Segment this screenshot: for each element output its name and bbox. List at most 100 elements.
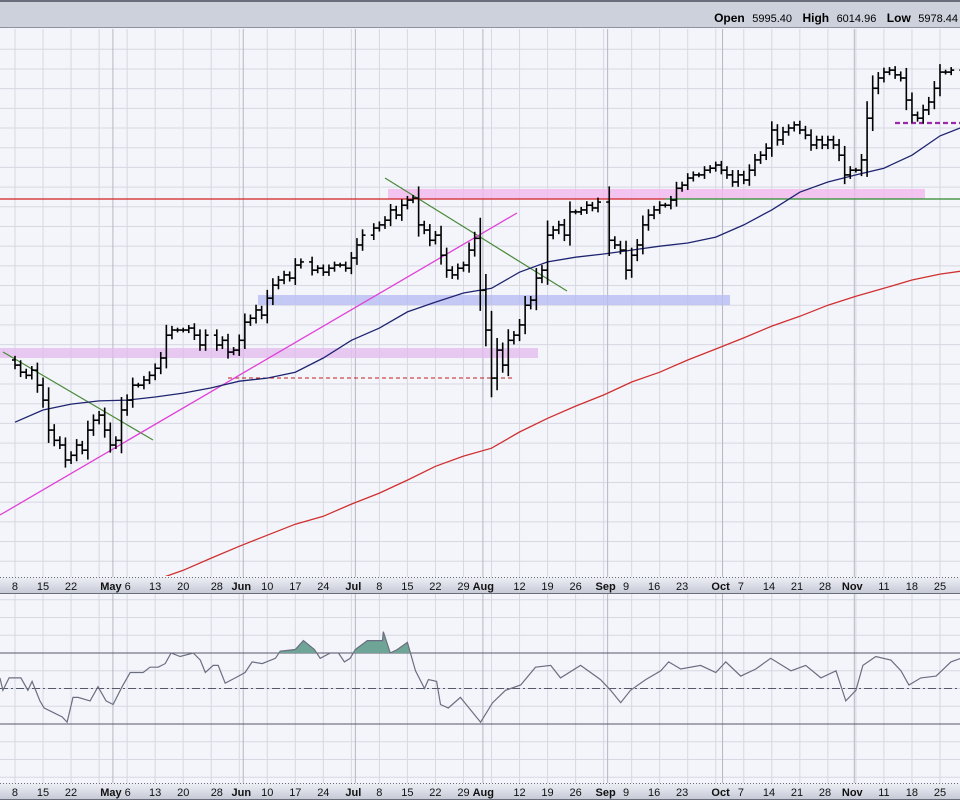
price-bar: [813, 135, 820, 150]
price-bar: [869, 75, 876, 132]
uptrend-line: [0, 212, 518, 516]
day-tick-label: 8: [376, 787, 382, 799]
price-bar: [942, 69, 949, 75]
day-tick-label: 22: [429, 581, 441, 593]
day-tick-label: 15: [37, 581, 49, 593]
day-tick-label: 7: [738, 787, 744, 799]
price-bar: [40, 377, 47, 408]
day-tick-label: 26: [570, 787, 582, 799]
day-tick-label: 9: [623, 787, 629, 799]
day-tick-label: 28: [211, 787, 223, 799]
price-bar: [415, 186, 422, 237]
price-bar: [292, 258, 299, 285]
price-bar: [897, 71, 904, 82]
price-bar: [852, 167, 859, 173]
price-bar: [914, 111, 921, 122]
day-tick-label: 8: [12, 787, 18, 799]
price-bar: [785, 124, 792, 136]
day-tick-label: 23: [676, 581, 688, 593]
price-bar: [247, 314, 254, 326]
price-bar: [740, 170, 747, 185]
day-tick-label: 18: [906, 581, 918, 593]
month-tick-label: Jun: [232, 787, 252, 799]
month-tick-label: Nov: [842, 787, 864, 799]
price-bar: [56, 436, 63, 450]
price-bar: [135, 382, 142, 388]
day-tick-label: 23: [676, 787, 688, 799]
price-bar: [746, 164, 753, 186]
day-tick-label: 8: [376, 581, 382, 593]
price-bar: [12, 355, 18, 370]
month-tick-label: Aug: [473, 787, 494, 799]
price-bar: [516, 318, 523, 342]
price-bar: [381, 216, 388, 229]
low-value: 5978.44: [918, 13, 958, 25]
price-bar: [320, 264, 327, 276]
low-label: Low: [887, 11, 912, 25]
month-tick-label: Oct: [711, 581, 730, 593]
price-bar: [936, 64, 943, 97]
day-tick-label: 18: [906, 787, 918, 799]
day-tick-label: 25: [934, 581, 946, 593]
price-bar: [780, 126, 787, 145]
price-bar: [426, 224, 433, 247]
price-bar: [606, 186, 613, 256]
price-bar: [90, 414, 97, 436]
day-tick-label: 20: [177, 581, 189, 593]
price-bar: [544, 220, 551, 285]
month-tick-label: Jul: [345, 581, 361, 593]
day-tick-label: 15: [401, 581, 413, 593]
price-bar: [802, 125, 809, 140]
day-tick-label: 13: [149, 787, 161, 799]
price-bar: [774, 124, 781, 146]
day-tick-label: 21: [791, 581, 803, 593]
high-label: High: [802, 11, 829, 25]
day-tick-label: 12: [513, 787, 525, 799]
price-bar: [393, 205, 400, 220]
chart-header: Open 5995.40 High 6014.96 Low 5978.44: [0, 0, 960, 28]
price-bar: [824, 135, 831, 150]
day-tick-label: 21: [791, 787, 803, 799]
price-bar: [494, 337, 501, 391]
price-bar: [684, 173, 691, 190]
month-tick-label: Sep: [596, 787, 616, 799]
price-bar: [404, 195, 411, 210]
price-bar: [185, 325, 192, 334]
day-tick-label: 22: [429, 787, 441, 799]
annotations: [0, 121, 960, 516]
price-bar: [555, 220, 562, 235]
price-bar: [611, 236, 618, 250]
price-bar: [168, 325, 175, 340]
axis-strip: [0, 577, 960, 594]
price-bar: [241, 313, 248, 349]
price-bar: [751, 153, 758, 177]
price-bar: [140, 375, 147, 390]
day-tick-label: 25: [934, 787, 946, 799]
price-bar: [236, 334, 243, 356]
price-bar: [62, 437, 69, 468]
price-bar: [337, 262, 344, 268]
price-bar: [258, 305, 265, 320]
price-bar: [471, 231, 478, 257]
open-value: 5995.40: [752, 13, 792, 25]
price-bar: [219, 336, 226, 350]
price-bar: [527, 295, 534, 310]
price-bar: [566, 201, 573, 246]
price-bar: [903, 67, 910, 111]
price-bar: [124, 394, 131, 416]
day-tick-label: 14: [763, 581, 775, 593]
price-bar: [639, 215, 646, 255]
price-bar: [253, 304, 260, 324]
price-bar: [768, 121, 775, 157]
price-bar: [908, 92, 915, 123]
price-bar: [729, 170, 736, 187]
price-bar: [359, 229, 366, 251]
price-bar: [432, 230, 439, 245]
day-tick-label: 9: [623, 581, 629, 593]
day-tick-label: 29: [457, 581, 469, 593]
price-bar: [269, 278, 276, 306]
price-bar: [712, 161, 719, 172]
day-tick-label: 16: [648, 787, 660, 799]
day-tick-label: 12: [513, 581, 525, 593]
